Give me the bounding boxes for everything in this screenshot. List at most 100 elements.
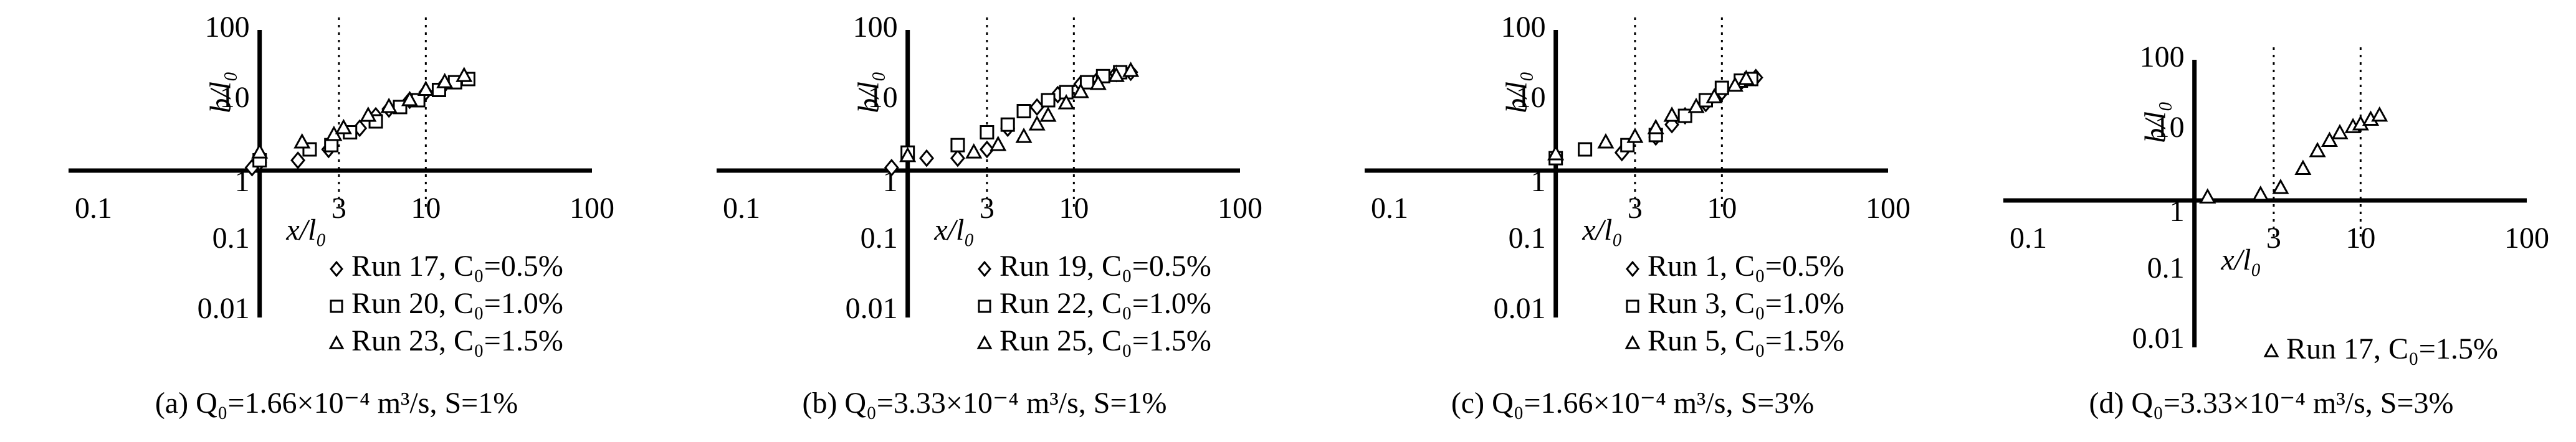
x-tick-label: 3 [2266, 222, 2281, 255]
x-tick-label: 100 [1866, 192, 1911, 225]
point [2199, 188, 2216, 204]
caption: (a) Q₀=1.66×10⁻⁴ m³/s, S=1% [155, 387, 518, 420]
y-axis-label: b/l₀ [2139, 101, 2172, 143]
point [2371, 106, 2388, 122]
point [456, 67, 473, 82]
legend-label: Run 17, C₀=0.5% [351, 250, 563, 283]
y-tick-label: 0.1 [2147, 252, 2185, 284]
point [1057, 94, 1075, 110]
point [884, 158, 899, 177]
point [1626, 127, 1644, 143]
point [1597, 133, 1615, 149]
point [335, 118, 352, 134]
y-tick-label: 10 [2155, 111, 2185, 144]
y-tick-label: 0.1 [861, 222, 898, 255]
point [251, 143, 269, 159]
legend-label: Run 20, C₀=1.0% [351, 287, 563, 320]
y-tick-label: 10 [1516, 81, 1546, 114]
point [1547, 144, 1565, 161]
y-tick-label: 0.01 [198, 292, 250, 325]
x-tick-label: 3 [980, 192, 995, 225]
point [1714, 80, 1729, 95]
caption: (b) Q₀=3.33×10⁻⁴ m³/s, S=1% [802, 387, 1166, 420]
legend-label: Run 25, C₀=1.5% [999, 324, 1211, 357]
y-tick-label: 0.01 [1494, 292, 1546, 325]
y-axis-label: b/l₀ [852, 71, 885, 113]
point [1072, 83, 1089, 98]
point [2309, 141, 2326, 158]
legend-marker [2263, 343, 2279, 357]
point [1041, 93, 1056, 108]
legend-marker [1626, 260, 1639, 278]
point [1079, 75, 1094, 90]
point [401, 90, 419, 106]
x-tick-label: 3 [332, 192, 346, 225]
point [899, 146, 917, 162]
legend-marker [330, 299, 343, 313]
point [2252, 185, 2269, 201]
legend-label: Run 22, C₀=1.0% [999, 287, 1211, 320]
point [1647, 118, 1664, 134]
legend-marker [978, 299, 991, 313]
point [2272, 178, 2289, 194]
point [980, 125, 995, 140]
legend-label: Run 23, C₀=1.5% [351, 324, 563, 357]
x-axis-label: x/l₀ [2220, 243, 2261, 276]
point [1107, 67, 1125, 82]
y-tick-label: 0.01 [2132, 322, 2185, 355]
legend-marker [1626, 299, 1639, 313]
point [2294, 159, 2312, 175]
y-tick-label: 100 [205, 11, 250, 44]
point [360, 106, 377, 122]
x-tick-label: 100 [570, 192, 614, 225]
legend-label: Run 3, C₀=1.0% [1648, 287, 1844, 320]
y-tick-label: 0.1 [1509, 222, 1546, 255]
legend-label: Run 1, C₀=0.5% [1648, 250, 1844, 283]
point [1687, 97, 1705, 113]
point [1039, 106, 1057, 122]
legend-label: Run 17, C₀=1.5% [2286, 332, 2498, 365]
point [1578, 142, 1593, 157]
legend-label: Run 5, C₀=1.5% [1648, 324, 1844, 357]
legend-marker [1624, 335, 1641, 349]
point [1000, 117, 1015, 132]
legend-label: Run 19, C₀=0.5% [999, 250, 1211, 283]
point [965, 143, 983, 159]
y-tick-label: 0.1 [212, 222, 250, 255]
y-tick-label: 1 [1531, 165, 1546, 198]
legend-marker [976, 335, 993, 349]
point [293, 133, 311, 149]
point [1016, 104, 1031, 119]
point [1705, 88, 1723, 103]
legend-marker [978, 260, 991, 278]
point [990, 136, 1007, 151]
y-tick-label: 0.01 [846, 292, 898, 325]
x-tick-label: 0.1 [75, 192, 112, 225]
point [436, 73, 454, 88]
point [950, 149, 965, 167]
x-axis-label: x/l₀ [933, 214, 975, 247]
x-tick-label: 0.1 [2010, 222, 2047, 255]
x-axis-label: x/l₀ [1581, 214, 1623, 247]
x-axis-label: x/l₀ [285, 214, 327, 247]
x-tick-label: 10 [1059, 192, 1089, 225]
y-axis-label: b/l₀ [204, 71, 237, 113]
x-tick-label: 100 [1218, 192, 1262, 225]
y-tick-label: 100 [853, 11, 898, 44]
y-tick-label: 100 [2140, 40, 2185, 73]
point [290, 151, 306, 169]
point [919, 149, 935, 167]
y-tick-label: 10 [220, 81, 250, 114]
point [380, 97, 398, 113]
x-tick-label: 0.1 [723, 192, 760, 225]
point [1663, 106, 1681, 122]
y-tick-label: 1 [2170, 195, 2185, 228]
point [950, 138, 965, 153]
point [979, 140, 995, 159]
x-tick-label: 0.1 [1371, 192, 1408, 225]
point [2331, 124, 2349, 139]
x-tick-label: 10 [1707, 192, 1737, 225]
x-tick-label: 100 [2504, 222, 2549, 255]
legend-marker [328, 335, 345, 349]
